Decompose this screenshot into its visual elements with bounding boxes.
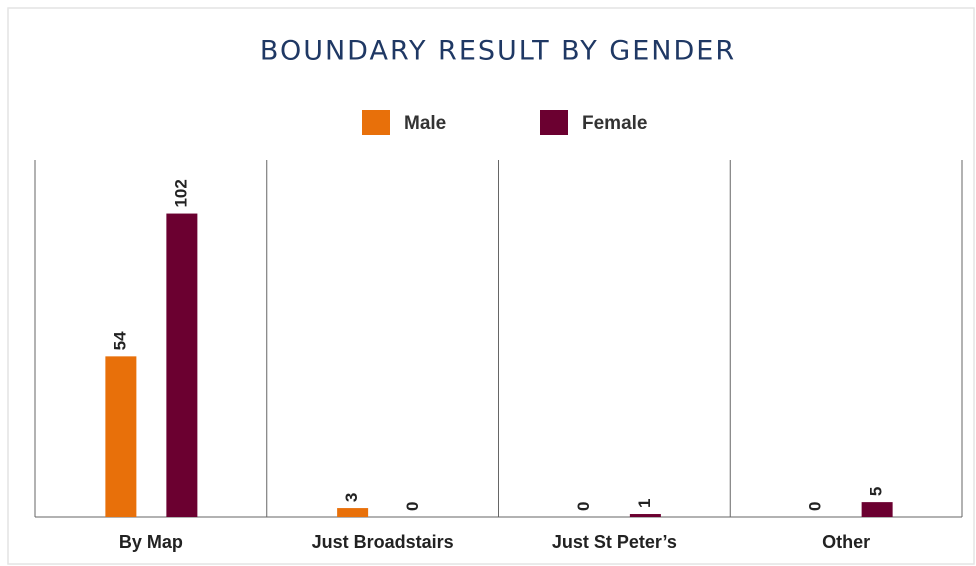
x-tick-label: Just St Peter’s xyxy=(552,532,677,552)
legend-label: Female xyxy=(582,113,647,134)
x-tick-label: Just Broadstairs xyxy=(312,532,454,552)
data-label: 0 xyxy=(806,502,825,511)
bar xyxy=(166,213,198,518)
bar xyxy=(629,514,661,517)
data-label: 0 xyxy=(574,502,593,511)
data-label: 54 xyxy=(110,331,129,350)
legend-label: Male xyxy=(404,113,446,134)
legend-swatch xyxy=(540,110,568,135)
legend-swatch xyxy=(362,110,390,135)
data-label: 5 xyxy=(867,487,886,496)
chart-title: BOUNDARY RESULT BY GENDER xyxy=(260,36,736,67)
data-label: 102 xyxy=(171,179,190,207)
x-tick-label: By Map xyxy=(119,532,183,552)
data-label: 1 xyxy=(635,499,654,508)
bar xyxy=(861,502,893,517)
data-label: 3 xyxy=(342,493,361,502)
chart-frame xyxy=(7,7,975,565)
bar xyxy=(337,508,369,517)
x-tick-label: Other xyxy=(822,532,870,552)
data-label: 0 xyxy=(403,502,422,511)
bar xyxy=(105,356,137,517)
